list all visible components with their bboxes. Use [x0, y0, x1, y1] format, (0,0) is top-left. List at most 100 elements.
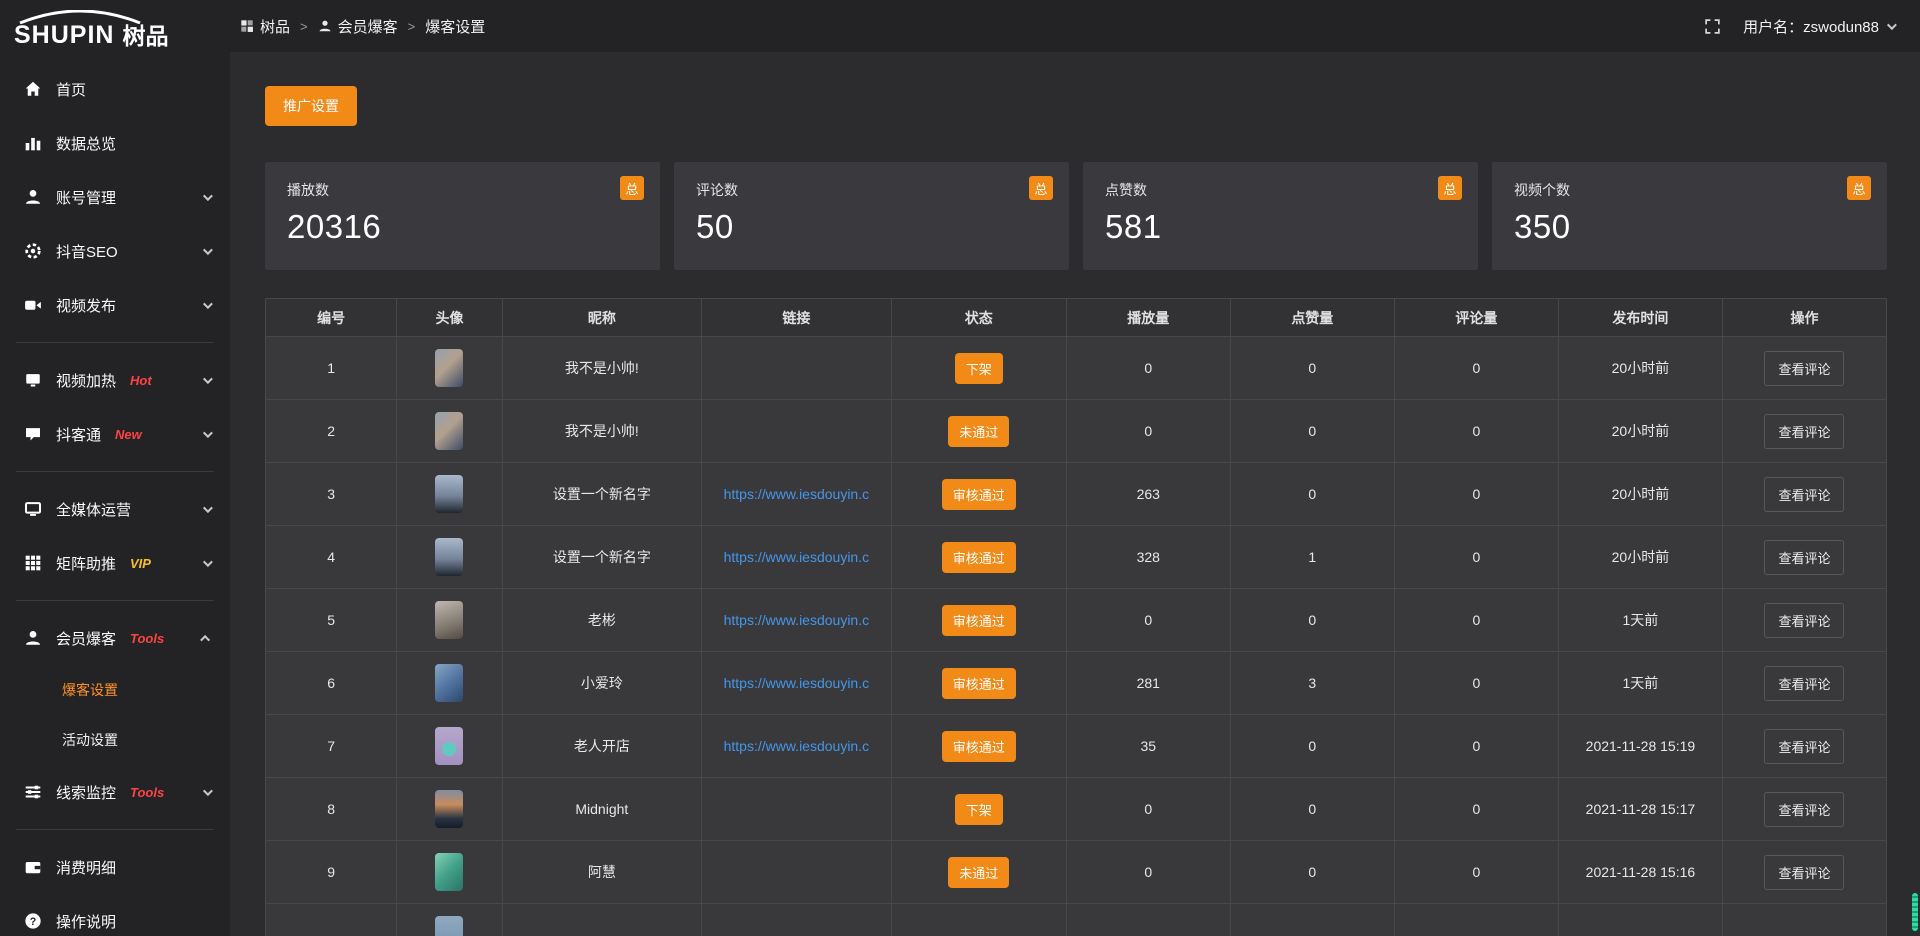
- sidebar-item[interactable]: 数据总览: [0, 116, 230, 170]
- sidebar-item-label: 抖客通: [56, 426, 102, 444]
- tv-icon: [24, 371, 42, 389]
- column-header: 昵称: [501, 298, 703, 337]
- row-number: 5: [264, 588, 398, 652]
- sidebar-item-badge: New: [115, 426, 142, 442]
- publish-time: 20小时前: [1557, 525, 1723, 589]
- sidebar-item-badge: Tools: [130, 630, 165, 646]
- comment-count: [1393, 903, 1559, 936]
- promo-settings-button[interactable]: 推广设置: [265, 86, 357, 126]
- status-badge[interactable]: 未通过: [948, 415, 1010, 447]
- sidebar-item[interactable]: 全媒体运营: [0, 482, 230, 536]
- stat-card: 评论数 50 总: [674, 162, 1069, 270]
- sidebar-item-label: 数据总览: [56, 135, 117, 153]
- status-badge[interactable]: 审核通过: [941, 478, 1016, 510]
- like-count: 0: [1229, 462, 1395, 526]
- breadcrumb-separator: >: [407, 18, 416, 34]
- sidebar-item[interactable]: 视频加热 Hot: [0, 353, 230, 407]
- sidebar-divider: [16, 342, 214, 343]
- play-count: 0: [1065, 777, 1231, 841]
- stat-total-badge: 总: [620, 176, 644, 200]
- video-link[interactable]: https://www.iesdouyin.c: [701, 651, 892, 715]
- table-body: 1 我不是小帅! 下架 0 0 0 20小时前 查看评论 2 我不是小帅! 未通过 0 0 0 20小时前查…: [264, 336, 1888, 936]
- nickname: 我不是小帅!: [501, 399, 703, 463]
- breadcrumb-label: 树品: [260, 18, 291, 36]
- status-badge[interactable]: 审核通过: [941, 541, 1016, 573]
- chat-icon: [24, 425, 42, 443]
- sidebar-subitem[interactable]: 活动设置: [0, 715, 230, 765]
- sidebar-item[interactable]: 抖音SEO: [0, 224, 230, 278]
- like-count: 0: [1229, 399, 1395, 463]
- table-row: 9 阿慧 未通过 0 0 0 2021-11-28 15:16 查看评论: [264, 840, 1888, 904]
- comment-count: 0: [1393, 651, 1559, 715]
- svg-text:?: ?: [30, 916, 37, 928]
- view-comments-button[interactable]: 查看评论: [1764, 791, 1845, 827]
- avatar: [435, 601, 464, 639]
- sidebar-item[interactable]: ? 操作说明: [0, 894, 230, 936]
- grid-icon: [24, 554, 42, 572]
- chevron-down-icon: [202, 244, 213, 255]
- sidebar-item-label: 线索监控: [56, 784, 117, 802]
- sidebar-item[interactable]: 账号管理: [0, 170, 230, 224]
- breadcrumb: 树品 > 会员爆客 > 爆客设置: [240, 16, 485, 37]
- sidebar-item-badge: VIP: [130, 555, 151, 571]
- view-comments-button[interactable]: 查看评论: [1764, 476, 1845, 512]
- view-comments-button[interactable]: 查看评论: [1764, 602, 1845, 638]
- sidebar-item[interactable]: 会员爆客 Tools: [0, 611, 230, 665]
- play-count: 0: [1065, 588, 1231, 652]
- status-badge[interactable]: 下架: [954, 352, 1003, 384]
- sidebar-item[interactable]: 线索监控 Tools: [0, 765, 230, 819]
- scrollbar-thumb[interactable]: [1912, 893, 1918, 931]
- like-count: 3: [1229, 651, 1395, 715]
- comment-count: 0: [1393, 714, 1559, 778]
- status-badge[interactable]: 审核通过: [941, 730, 1016, 762]
- fullscreen-icon[interactable]: [1704, 18, 1721, 35]
- status-badge[interactable]: 下架: [954, 793, 1003, 825]
- row-number: 7: [264, 714, 398, 778]
- like-count: 0: [1229, 336, 1395, 400]
- sidebar-item-label: 首页: [56, 81, 87, 99]
- stats-row: 播放数 20316 总 评论数 50 总 点赞数 581 总 视频个数 350 总: [265, 162, 1887, 270]
- nickname: [501, 903, 703, 936]
- view-comments-button[interactable]: 查看评论: [1764, 665, 1845, 701]
- sidebar-item[interactable]: 视频发布: [0, 278, 230, 332]
- play-count: 0: [1065, 399, 1231, 463]
- view-comments-button[interactable]: 查看评论: [1764, 854, 1845, 890]
- row-number: 4: [264, 525, 398, 589]
- status-badge[interactable]: 审核通过: [941, 604, 1016, 636]
- comment-count: 0: [1393, 840, 1559, 904]
- view-comments-button[interactable]: 查看评论: [1764, 728, 1845, 764]
- stat-total-badge: 总: [1438, 176, 1462, 200]
- video-link[interactable]: https://www.iesdouyin.c: [701, 714, 892, 778]
- sidebar-subitem[interactable]: 爆客设置: [0, 665, 230, 715]
- sidebar-item[interactable]: 首页: [0, 62, 230, 116]
- video-link: [701, 399, 892, 463]
- status-badge[interactable]: 审核通过: [941, 667, 1016, 699]
- view-comments-button[interactable]: 查看评论: [1764, 350, 1845, 386]
- video-link[interactable]: https://www.iesdouyin.c: [701, 462, 892, 526]
- sidebar-item[interactable]: 消费明细: [0, 840, 230, 894]
- view-comments-button[interactable]: 查看评论: [1764, 539, 1845, 575]
- row-number: 3: [264, 462, 398, 526]
- avatar: [435, 664, 464, 702]
- sidebar-item-label: 消费明细: [56, 859, 117, 877]
- person-icon: [318, 19, 332, 33]
- stat-value: 20316: [287, 208, 382, 245]
- video-link[interactable]: https://www.iesdouyin.c: [701, 525, 892, 589]
- brand-logo[interactable]: SHUPIN 树品: [0, 0, 230, 52]
- view-comments-button[interactable]: 查看评论: [1764, 413, 1845, 449]
- sidebar-item[interactable]: 抖客通 New: [0, 407, 230, 461]
- play-count: [1065, 903, 1231, 936]
- breadcrumb-item[interactable]: 树品: [240, 16, 290, 37]
- stat-card: 点赞数 581 总: [1083, 162, 1478, 270]
- status-badge[interactable]: 未通过: [948, 856, 1010, 888]
- sidebar-item[interactable]: 矩阵助推 VIP: [0, 536, 230, 590]
- user-menu[interactable]: 用户名：zswodun88: [1743, 16, 1897, 37]
- stat-label: 点赞数: [1105, 182, 1147, 198]
- column-header: 头像: [396, 298, 503, 337]
- breadcrumb-item[interactable]: 会员爆客: [318, 16, 398, 37]
- column-header: 操作: [1721, 298, 1888, 337]
- sidebar-item-label: 视频发布: [56, 297, 117, 315]
- play-count: 0: [1065, 336, 1231, 400]
- video-link[interactable]: https://www.iesdouyin.c: [701, 588, 892, 652]
